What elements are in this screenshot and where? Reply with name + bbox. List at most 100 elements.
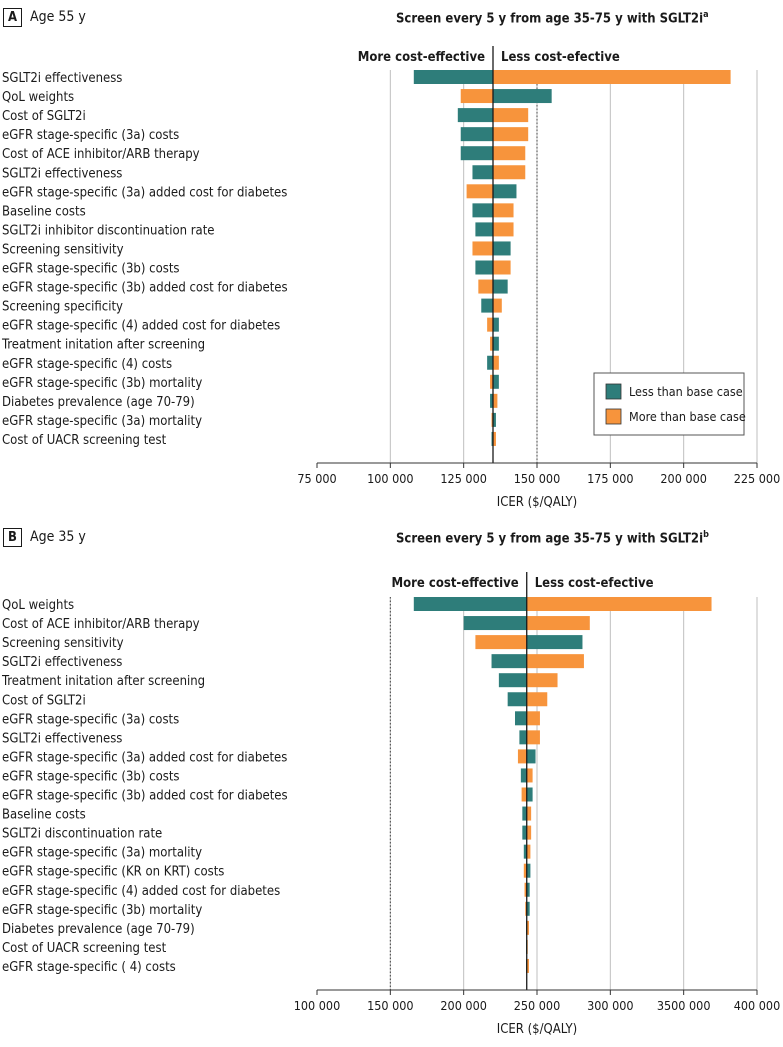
bar-less: [493, 374, 499, 389]
row-label: eGFR stage-specific (KR on KRT) costs: [2, 865, 224, 880]
bar-more: [493, 70, 731, 84]
x-tick-label: 100 000: [294, 998, 341, 1013]
bar-more: [493, 146, 526, 161]
bar-less: [526, 882, 530, 897]
row-label: eGFR stage-specific (3a) mortality: [2, 414, 202, 429]
x-tick-label: 200 000: [660, 471, 707, 486]
row-label: eGFR stage-specific (3b) costs: [2, 262, 180, 277]
row-label: eGFR stage-specific (3b) added cost for …: [2, 789, 288, 804]
bar-more: [493, 222, 514, 237]
bar-more: [493, 108, 529, 123]
bar-less: [493, 317, 499, 332]
row-label: eGFR stage-specific (4) added cost for d…: [2, 319, 280, 334]
row-label: eGFR stage-specific (3a) costs: [2, 712, 179, 727]
row-label: SGLT2i effectiveness: [2, 731, 122, 746]
bar-more: [526, 673, 558, 688]
row-label: eGFR stage-specific (4) costs: [2, 357, 172, 372]
row-label: eGFR stage-specific (3b) added cost for …: [2, 281, 288, 296]
chart-title-text: Screen every 5 y from age 35-75 y with S…: [396, 11, 704, 27]
row-label: Cost of SGLT2i: [2, 693, 86, 708]
bar-less: [493, 412, 496, 427]
bar-more: [472, 241, 493, 256]
x-tick-label: 250 000: [514, 998, 561, 1013]
bar-less: [487, 355, 493, 370]
tornado-chart: QoL weights Cost of ACE inhibitor/ARB the…: [1, 572, 780, 1037]
bar-more: [526, 730, 540, 745]
right-direction-label: Less cost-efective: [535, 576, 654, 591]
bar-more: [525, 901, 527, 916]
bar-more: [493, 165, 526, 180]
bar-less: [526, 749, 536, 764]
bar-more: [475, 635, 527, 650]
bar-less: [526, 635, 583, 650]
bar-more: [493, 203, 514, 218]
legend-box: [593, 372, 745, 436]
bar-more: [526, 616, 590, 631]
bar-less: [522, 806, 527, 821]
row-label: QoL weights: [2, 90, 74, 105]
legend-swatch-less: [605, 383, 622, 400]
row-label: SGLT2i effectiveness: [2, 655, 122, 670]
x-tick-label: 100 000: [367, 471, 414, 486]
row-label: Diabetes prevalence (age 70-79): [2, 922, 195, 937]
x-tick-label: 200 000: [440, 998, 487, 1013]
chart-title-footnote: a: [703, 10, 709, 20]
bar-less: [493, 279, 508, 294]
bar-more: [490, 374, 493, 389]
bar-more: [493, 298, 502, 313]
row-label: SGLT2i inhibitor discontinuation rate: [2, 223, 214, 238]
panel-b: B Age 35 y Screen every 5 y from age 35-…: [0, 520, 783, 1047]
chart-title: Screen every 5 y from age 35-75 y with S…: [396, 526, 709, 548]
bar-less: [526, 901, 530, 916]
row-label: eGFR stage-specific (4) added cost for d…: [2, 884, 280, 899]
row-label: SGLT2i effectiveness: [2, 166, 122, 181]
row-label: eGFR stage-specific (3a) added cost for …: [2, 185, 287, 200]
bar-less: [472, 165, 493, 180]
bar-more: [478, 279, 493, 294]
chart-title-footnote: b: [703, 530, 709, 540]
row-label: eGFR stage-specific (3b) costs: [2, 769, 180, 784]
x-tick-label: 150 000: [367, 998, 414, 1013]
bar-more: [493, 393, 498, 408]
x-tick-label: 225 000: [734, 471, 781, 486]
row-label: Cost of SGLT2i: [2, 109, 86, 124]
bar-less: [490, 393, 493, 408]
bar-less: [493, 184, 517, 199]
row-label: eGFR stage-specific (3a) mortality: [2, 846, 202, 861]
bar-less: [481, 298, 493, 313]
row-label: Treatment initation after screening: [1, 674, 205, 689]
row-label: Cost of ACE inhibitor/ARB therapy: [2, 147, 200, 162]
bar-more: [526, 806, 532, 821]
bar-less: [475, 222, 493, 237]
row-label: Screening sensitivity: [2, 636, 124, 651]
bar-less: [463, 616, 527, 631]
bar-less: [475, 260, 493, 275]
page-title: Age 35 y: [30, 529, 86, 545]
bar-more: [526, 692, 548, 707]
x-tick-label: 300 000: [587, 998, 634, 1013]
bar-more: [526, 844, 531, 859]
bar-more: [526, 958, 529, 973]
bar-more: [526, 597, 712, 611]
left-direction-label: More cost-effective: [391, 576, 518, 591]
row-label: eGFR stage-specific (3b) mortality: [2, 376, 202, 391]
bar-more: [487, 317, 493, 332]
row-label: QoL weights: [2, 598, 74, 613]
bar-more: [526, 920, 529, 935]
panel-a: A Age 55 y Screen every 5 y from age 35-…: [0, 0, 783, 520]
x-axis-label: ICER ($/QALY): [497, 495, 577, 510]
legend-label-less: Less than base case: [629, 384, 743, 399]
row-label: Cost of UACR screening test: [2, 941, 167, 956]
bar-less: [491, 431, 493, 446]
legend-label-more: More than base case: [629, 409, 746, 424]
row-label: Baseline costs: [2, 204, 86, 219]
bar-less: [413, 70, 493, 84]
bar-less: [460, 146, 493, 161]
row-label: SGLT2i effectiveness: [2, 71, 122, 86]
row-label: eGFR stage-specific (3a) added cost for …: [2, 750, 287, 765]
bar-less: [507, 692, 527, 707]
legend-swatch-more: [605, 408, 622, 425]
panel-label: A: [3, 8, 22, 27]
x-tick-label: 175 000: [587, 471, 634, 486]
bar-more: [517, 749, 527, 764]
